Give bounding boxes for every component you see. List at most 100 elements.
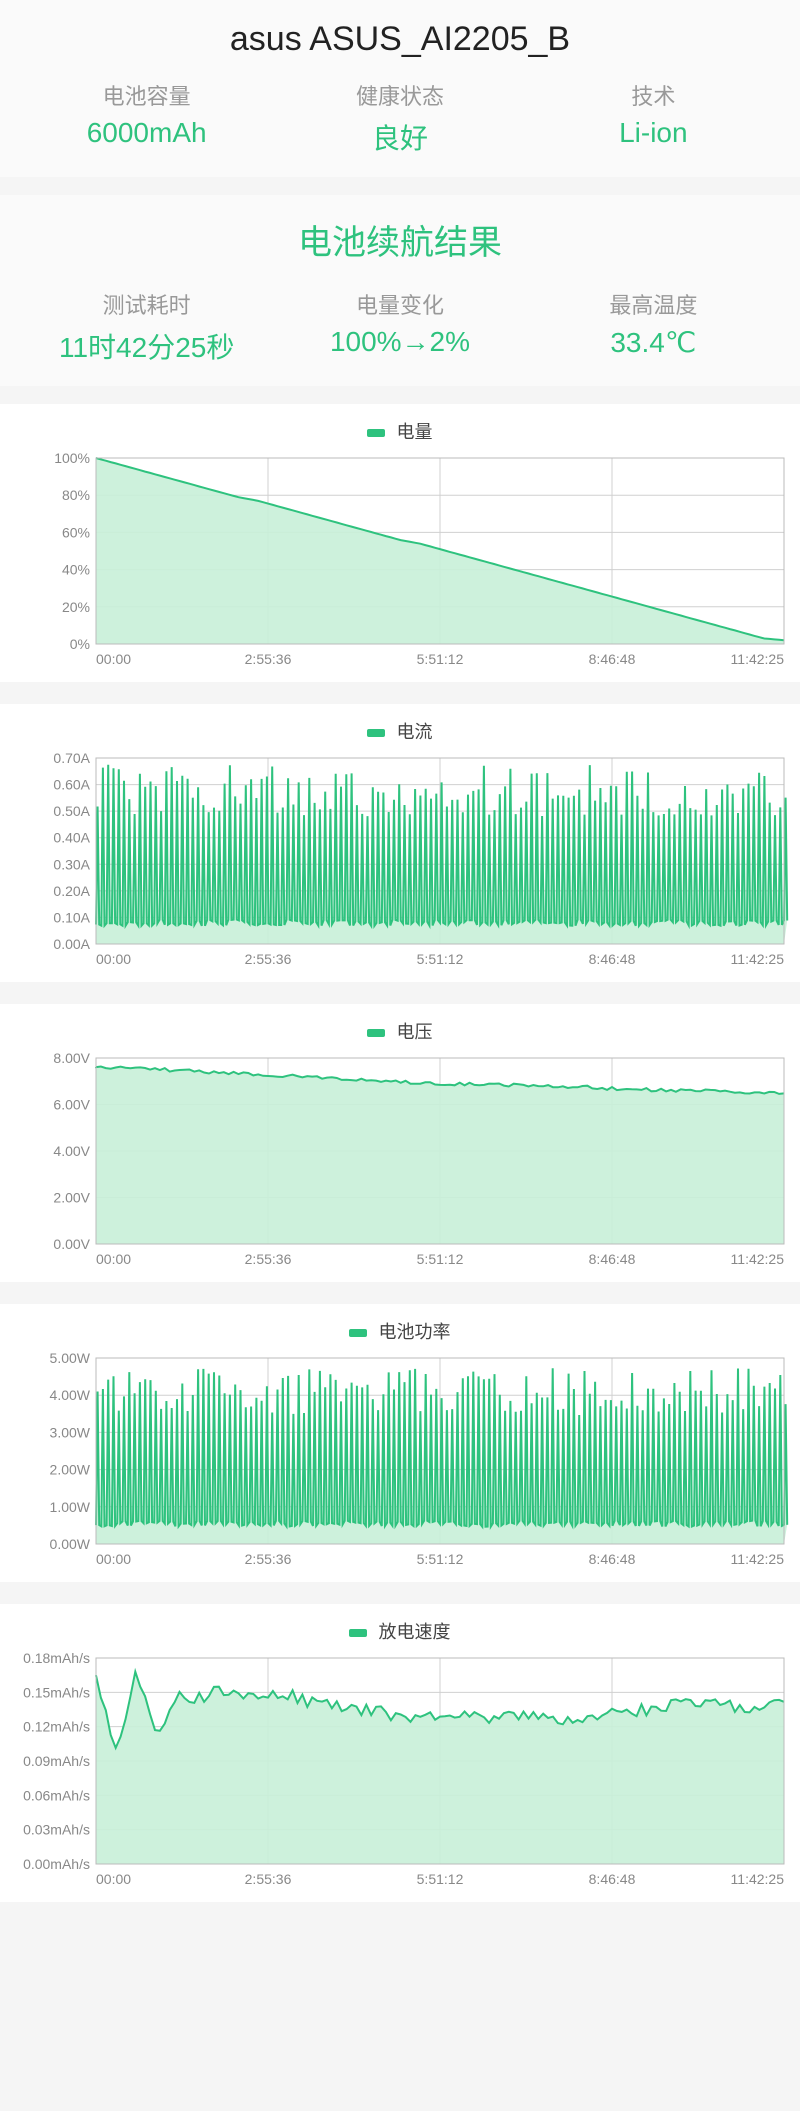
- svg-text:40%: 40%: [62, 562, 90, 578]
- legend-swatch-icon: [367, 429, 385, 437]
- svg-text:4.00V: 4.00V: [53, 1143, 90, 1159]
- svg-text:2:55:36: 2:55:36: [245, 651, 292, 667]
- svg-text:0.30A: 0.30A: [53, 856, 90, 872]
- svg-text:0.20A: 0.20A: [53, 883, 90, 899]
- svg-text:8:46:48: 8:46:48: [589, 1871, 636, 1887]
- legend-swatch-icon: [367, 1029, 385, 1037]
- svg-text:8.00V: 8.00V: [53, 1052, 90, 1066]
- svg-text:5:51:12: 5:51:12: [417, 1871, 464, 1887]
- svg-text:0.00mAh/s: 0.00mAh/s: [23, 1856, 90, 1872]
- chart-card-voltage: 电压 0.00V2.00V4.00V6.00V8.00V00:002:55:36…: [0, 1004, 800, 1282]
- svg-text:0.15mAh/s: 0.15mAh/s: [23, 1684, 90, 1700]
- svg-text:2:55:36: 2:55:36: [245, 1551, 292, 1567]
- chart-title: 电池功率: [379, 1322, 451, 1342]
- svg-text:11:42:25: 11:42:25: [731, 651, 785, 667]
- stat-value: Li-ion: [527, 117, 780, 149]
- chart-电量-svg: 0%20%40%60%80%100%00:002:55:365:51:128:4…: [6, 452, 794, 672]
- chart-legend: 放电速度: [6, 1618, 794, 1644]
- stat-level-change: 电量变化 100%→2%: [273, 288, 526, 366]
- svg-text:0.50A: 0.50A: [53, 803, 90, 819]
- svg-text:00:00: 00:00: [96, 1251, 131, 1267]
- svg-text:0.03mAh/s: 0.03mAh/s: [23, 1822, 90, 1838]
- svg-text:0.70A: 0.70A: [53, 752, 90, 766]
- result-title: 电池续航结果: [0, 215, 800, 278]
- svg-text:11:42:25: 11:42:25: [731, 1551, 785, 1567]
- chart-放电速度-svg: 0.00mAh/s0.03mAh/s0.06mAh/s0.09mAh/s0.12…: [6, 1652, 794, 1892]
- chart-title: 电压: [397, 1022, 433, 1042]
- svg-text:1.00W: 1.00W: [50, 1499, 91, 1515]
- result-stats-row: 测试耗时 11时42分25秒 电量变化 100%→2% 最高温度 33.4℃: [0, 278, 800, 366]
- chart-card-discharge: 放电速度 0.00mAh/s0.03mAh/s0.06mAh/s0.09mAh/…: [0, 1604, 800, 1902]
- stat-value: 6000mAh: [20, 117, 273, 149]
- svg-text:2:55:36: 2:55:36: [245, 951, 292, 967]
- stat-duration: 测试耗时 11时42分25秒: [20, 288, 273, 366]
- svg-text:2:55:36: 2:55:36: [245, 1871, 292, 1887]
- svg-text:0.09mAh/s: 0.09mAh/s: [23, 1753, 90, 1769]
- stat-health: 健康状态 良好: [273, 79, 526, 157]
- svg-text:3.00W: 3.00W: [50, 1424, 91, 1440]
- chart-card-battery: 电量 0%20%40%60%80%100%00:002:55:365:51:12…: [0, 404, 800, 682]
- stat-label: 技术: [527, 79, 780, 111]
- svg-text:00:00: 00:00: [96, 1871, 131, 1887]
- svg-text:8:46:48: 8:46:48: [589, 651, 636, 667]
- svg-text:5:51:12: 5:51:12: [417, 1551, 464, 1567]
- stat-capacity: 电池容量 6000mAh: [20, 79, 273, 157]
- chart-legend: 电量: [6, 418, 794, 444]
- svg-text:4.00W: 4.00W: [50, 1387, 91, 1403]
- chart-title: 电量: [397, 422, 433, 442]
- svg-text:00:00: 00:00: [96, 1551, 131, 1567]
- svg-text:8:46:48: 8:46:48: [589, 1251, 636, 1267]
- header-card: asus ASUS_AI2205_B 电池容量 6000mAh 健康状态 良好 …: [0, 0, 800, 177]
- svg-text:11:42:25: 11:42:25: [731, 1871, 785, 1887]
- svg-text:2:55:36: 2:55:36: [245, 1251, 292, 1267]
- svg-text:00:00: 00:00: [96, 651, 131, 667]
- svg-text:0.12mAh/s: 0.12mAh/s: [23, 1719, 90, 1735]
- svg-text:00:00: 00:00: [96, 951, 131, 967]
- chart-legend: 电流: [6, 718, 794, 744]
- svg-text:5.00W: 5.00W: [50, 1352, 91, 1366]
- chart-card-power: 电池功率 0.00W 1.00W 2.00W 3.00W 4.00W 5.00W 00:00…: [0, 1304, 800, 1582]
- svg-text:5:51:12: 5:51:12: [417, 951, 464, 967]
- svg-text:11:42:25: 11:42:25: [731, 951, 785, 967]
- svg-text:20%: 20%: [62, 599, 90, 615]
- svg-text:5:51:12: 5:51:12: [417, 651, 464, 667]
- legend-swatch-icon: [367, 729, 385, 737]
- svg-text:5:51:12: 5:51:12: [417, 1251, 464, 1267]
- legend-swatch-icon: [349, 1629, 367, 1637]
- svg-text:0.60A: 0.60A: [53, 777, 90, 793]
- chart-legend: 电压: [6, 1018, 794, 1044]
- stat-tech: 技术 Li-ion: [527, 79, 780, 157]
- chart-电流-svg: 0.00A 0.10A 0.20A 0.30A 0.40A 0.50A 0.60A 0.70A…: [6, 752, 794, 972]
- result-card: 电池续航结果 测试耗时 11时42分25秒 电量变化 100%→2% 最高温度 …: [0, 195, 800, 386]
- svg-text:8:46:48: 8:46:48: [589, 951, 636, 967]
- svg-text:8:46:48: 8:46:48: [589, 1551, 636, 1567]
- svg-text:6.00V: 6.00V: [53, 1097, 90, 1113]
- device-title: asus ASUS_AI2205_B: [0, 20, 800, 69]
- chart-card-current: 电流 0.00A0.10A0.20A0.30A0.40A0.50A0.60A0.…: [0, 704, 800, 982]
- svg-text:60%: 60%: [62, 524, 90, 540]
- svg-text:0.10A: 0.10A: [53, 909, 90, 925]
- svg-text:2.00W: 2.00W: [50, 1462, 91, 1478]
- svg-text:0.18mAh/s: 0.18mAh/s: [23, 1652, 90, 1666]
- chart-title: 电流: [397, 722, 433, 742]
- stat-label: 最高温度: [527, 288, 780, 320]
- stat-label: 测试耗时: [20, 288, 273, 320]
- svg-text:11:42:25: 11:42:25: [731, 1251, 785, 1267]
- svg-text:0.00A: 0.00A: [53, 936, 90, 952]
- stat-value: 11时42分25秒: [20, 326, 273, 366]
- header-stats-row: 电池容量 6000mAh 健康状态 良好 技术 Li-ion: [0, 69, 800, 157]
- stat-label: 健康状态: [273, 79, 526, 111]
- legend-swatch-icon: [349, 1329, 367, 1337]
- chart-legend: 电池功率: [6, 1318, 794, 1344]
- svg-text:80%: 80%: [62, 487, 90, 503]
- charts-container: 电量 0%20%40%60%80%100%00:002:55:365:51:12…: [0, 404, 800, 1902]
- chart-电池功率-svg: 0.00W 1.00W 2.00W 3.00W 4.00W 5.00W 00:00 2:55:…: [6, 1352, 794, 1572]
- stat-label: 电池容量: [20, 79, 273, 111]
- svg-text:0%: 0%: [70, 636, 90, 652]
- svg-text:0.40A: 0.40A: [53, 830, 90, 846]
- svg-text:0.00W: 0.00W: [50, 1536, 91, 1552]
- stat-max-temp: 最高温度 33.4℃: [527, 288, 780, 366]
- chart-title: 放电速度: [379, 1622, 451, 1642]
- svg-text:2.00V: 2.00V: [53, 1190, 90, 1206]
- stat-value: 33.4℃: [527, 326, 780, 359]
